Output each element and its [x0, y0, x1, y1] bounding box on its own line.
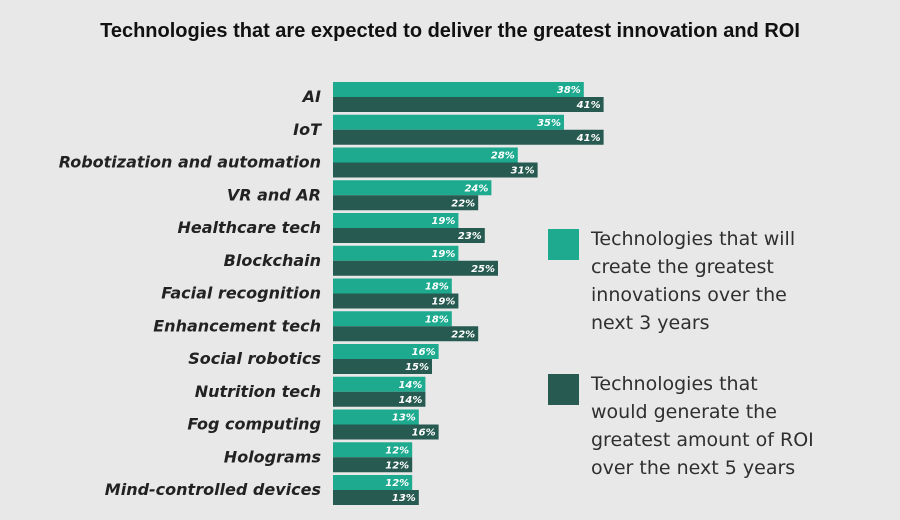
data-label: 25%	[471, 264, 495, 275]
bar-series-2	[333, 490, 419, 505]
bar-series-2	[333, 424, 439, 440]
legend-label-line: Technologies that will	[590, 228, 795, 250]
data-label: 16%	[412, 428, 436, 439]
chart-title: Technologies that are expected to delive…	[100, 20, 800, 42]
category-label: Facial recognition	[161, 284, 321, 303]
data-label: 12%	[385, 445, 409, 456]
bar-series-2	[333, 129, 604, 145]
bar-series-2	[333, 228, 485, 243]
bar-series-1	[333, 344, 439, 359]
category-label: Fog computing	[187, 415, 321, 434]
legend-label-line: would generate the	[591, 401, 777, 423]
bar-series-2	[333, 195, 479, 211]
category-label: AI	[301, 87, 321, 106]
category-label: Holograms	[224, 447, 321, 466]
legend-label-line: over the next 5 years	[591, 457, 795, 479]
bar-series-1	[333, 245, 459, 261]
bar-series-2	[333, 293, 459, 309]
data-label: 41%	[576, 133, 601, 144]
data-label: 28%	[491, 151, 515, 162]
data-label: 15%	[405, 362, 429, 373]
data-label: 31%	[511, 166, 535, 177]
bar-series-1	[333, 278, 452, 294]
category-label: Mind-controlled devices	[105, 480, 321, 499]
data-label: 23%	[458, 231, 482, 242]
data-label: 38%	[557, 85, 581, 96]
bar-series-2	[333, 260, 498, 276]
data-label: 41%	[576, 100, 601, 111]
data-label: 18%	[425, 314, 449, 325]
category-label: Healthcare tech	[177, 218, 321, 237]
legend-label-line: create the greatest	[591, 256, 774, 278]
bar-series-2	[333, 457, 413, 473]
bar-series-1	[333, 311, 452, 327]
legend-label-line: Technologies that	[590, 373, 758, 395]
legend-label-line: innovations over the	[591, 284, 787, 306]
bar-series-1	[333, 213, 459, 228]
category-label: IoT	[293, 120, 322, 139]
legend-swatch-1	[548, 229, 579, 260]
category-label: Enhancement tech	[153, 316, 321, 335]
data-label: 19%	[431, 297, 455, 308]
bar-series-1	[333, 376, 426, 392]
bar-series-1	[333, 114, 564, 130]
category-label: Blockchain	[224, 251, 321, 270]
data-label: 22%	[451, 198, 475, 209]
data-label: 14%	[398, 380, 422, 391]
bar-series-1	[333, 147, 518, 163]
legend-label-line: next 3 years	[591, 312, 710, 334]
legend-label-line: greatest amount of ROI	[591, 429, 814, 451]
data-label: 35%	[537, 118, 561, 129]
data-label: 24%	[464, 183, 488, 194]
data-label: 12%	[385, 460, 409, 471]
bar-series-2	[333, 326, 479, 342]
bar-series-2	[333, 359, 432, 374]
bar-series-2	[333, 391, 426, 407]
data-label: 22%	[451, 329, 475, 340]
data-label: 18%	[425, 282, 449, 293]
data-label: 14%	[398, 395, 422, 406]
category-label: Robotization and automation	[59, 153, 321, 172]
legend-swatch-2	[548, 374, 579, 405]
bar-series-2	[333, 97, 604, 112]
category-label: Social robotics	[188, 349, 321, 368]
bar-series-1	[333, 180, 492, 196]
data-label: 19%	[431, 216, 455, 227]
bar-series-1	[333, 409, 419, 425]
data-label: 12%	[385, 478, 409, 489]
category-label: Nutrition tech	[195, 382, 321, 401]
data-label: 19%	[431, 249, 455, 260]
bar-series-1	[333, 475, 413, 490]
bar-series-1	[333, 82, 584, 97]
data-label: 16%	[412, 347, 436, 358]
data-label: 13%	[392, 493, 416, 504]
bar-series-1	[333, 442, 413, 458]
bar-series-2	[333, 162, 538, 178]
data-label: 13%	[392, 413, 416, 424]
category-label: VR and AR	[227, 185, 321, 204]
